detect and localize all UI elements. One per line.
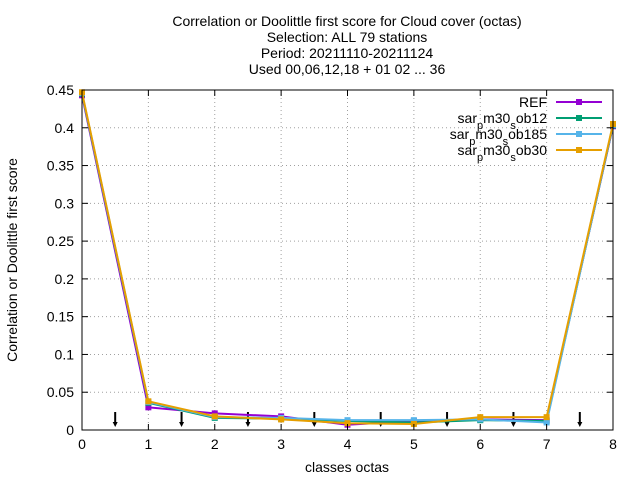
y-tick-label: 0.35 [47,158,74,174]
title-line-4: Used 00,06,12,18 + 01 02 ... 36 [249,61,446,77]
y-axis-label: Correlation or Doolittle first score [4,158,20,362]
x-axis-label: classes octas [305,459,389,475]
arrow-marker [179,412,185,427]
legend-item: sarpm30sob185 [450,126,602,148]
legend-marker [576,131,582,137]
chart-title: Correlation or Doolittle first score for… [172,13,521,77]
data-point [278,416,285,423]
y-tick-label: 0.05 [47,384,74,400]
legend-label: sarpm30sob185 [450,126,547,148]
data-point [543,419,550,426]
legend-item: sarpm30sob12 [458,110,602,132]
x-tick-label: 6 [476,436,484,452]
arrow-marker [112,412,118,427]
y-tick-label: 0.4 [55,120,75,136]
x-tick-label: 4 [344,436,352,452]
x-tick-label: 1 [144,436,152,452]
legend-marker [576,99,582,105]
x-tick-label: 0 [78,436,86,452]
data-point [410,420,417,427]
y-tick-label: 0.15 [47,309,74,325]
y-tick-label: 0.2 [55,271,75,287]
x-tick-label: 5 [410,436,418,452]
legend-label: sarpm30sob30 [458,142,548,164]
data-point [477,414,484,421]
data-point [145,398,152,405]
data-point [344,420,351,427]
y-tick-label: 0.3 [55,195,75,211]
arrow-marker [577,412,583,427]
x-tick-label: 2 [211,436,219,452]
y-tick-label: 0.45 [47,82,74,98]
x-tick-label: 3 [277,436,285,452]
x-axis: 0 1 2 3 4 5 6 7 8 [78,90,617,452]
data-point [211,413,218,420]
legend-marker [576,115,582,121]
title-line-2: Selection: ALL 79 stations [267,29,428,45]
data-point [543,414,550,421]
legend-label: sarpm30sob12 [458,110,548,132]
y-tick-label: 0.25 [47,233,74,249]
y-tick-label: 0.1 [55,346,75,362]
x-tick-label: 7 [543,436,551,452]
data-point [145,404,152,411]
y-tick-label: 0 [66,422,74,438]
data-point [410,417,417,424]
x-tick-label: 8 [609,436,617,452]
y-axis: 0 0.05 0.1 0.15 0.2 0.25 0.3 0.35 0.4 0.45 [47,82,613,438]
title-line-3: Period: 20211110-20211124 [261,45,434,61]
grid [82,90,613,430]
legend-label: REF [519,94,547,110]
data-point [211,410,218,417]
legend-item: sarpm30sob30 [458,142,602,164]
legend-item: REF [519,94,602,110]
data-point [344,417,351,424]
title-line-1: Correlation or Doolittle first score for… [172,13,521,29]
legend-marker [576,147,582,153]
